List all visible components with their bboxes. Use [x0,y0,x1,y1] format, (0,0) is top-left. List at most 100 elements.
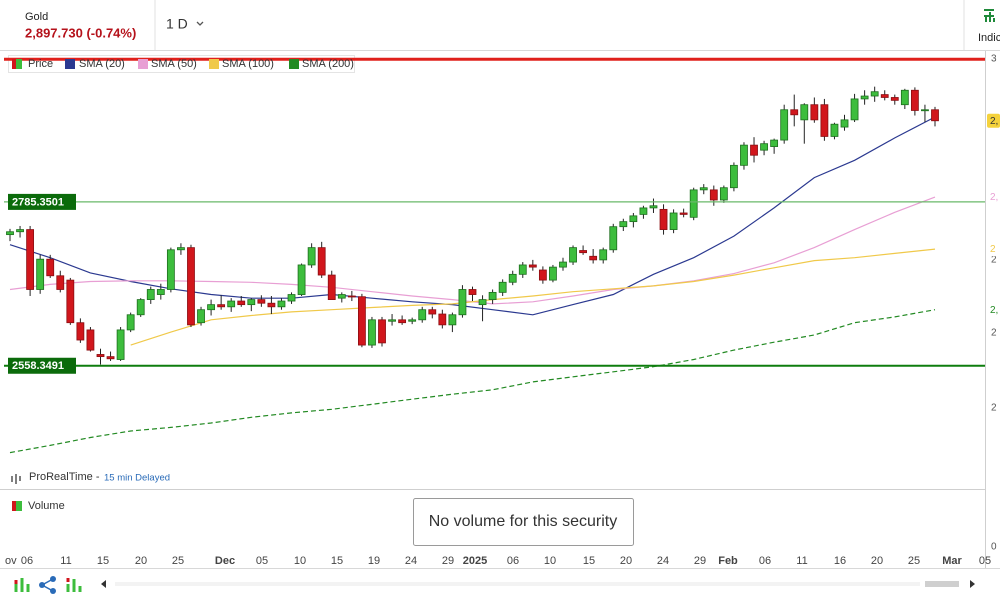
x-axis-label: 06 [759,555,771,567]
x-axis-label: 2025 [463,555,487,567]
volume-title: Volume [28,500,65,512]
candle-body [26,229,35,290]
legend-swatch [65,59,75,69]
interval[interactable]: 1 D [166,16,188,32]
x-axis-label: 15 [97,555,109,567]
candle-body [629,215,638,223]
candle-body [136,299,145,316]
candle-body [418,309,427,321]
candle-body [327,274,336,300]
candle-body [569,247,577,263]
x-axis-label: Dec [215,555,235,567]
candle-body [106,356,115,360]
candle-body [438,313,447,326]
candle-body [719,187,728,201]
candle-body [6,231,14,236]
instrument: Gold [25,11,48,23]
price-tag-box [987,242,1000,257]
x-axis-label: 11 [60,555,71,567]
candle-body [830,123,839,137]
candle-body [16,229,24,233]
candle-body [267,302,276,308]
candle-body [931,109,939,122]
x-axis-label: 10 [294,555,306,567]
legend-swatch [289,59,299,69]
scroll-left[interactable] [101,580,106,588]
x-axis-label: 06 [21,555,33,567]
x-axis-label: 10 [544,555,556,567]
candle-body [619,221,628,228]
scroll-track[interactable] [115,582,920,586]
price-tag: 2 [990,244,996,255]
x-axis-label: 29 [694,555,706,567]
x-axis-label: 15 [583,555,595,567]
candle-body [921,109,929,112]
price-tag: 2, [990,305,998,316]
candle-body [820,104,829,137]
candle-body [217,304,226,308]
candle-body [368,319,376,346]
legend-swatch [138,59,148,69]
message: No volume for this security [429,513,618,530]
candle-body [760,143,768,151]
x-axis-label: 24 [405,555,417,567]
source-icon [11,474,21,484]
candle-body [408,319,417,322]
candle-body [649,205,658,209]
scroll-right[interactable] [970,580,975,588]
x-axis-label: Mar [942,555,962,567]
candle-body [247,299,256,306]
candle-body [116,329,125,360]
candle-body [880,94,889,98]
level-label: 2785.3501 [12,196,64,208]
scroll-thumb[interactable] [925,581,959,587]
price-tag-box [987,113,1000,128]
candle-body [458,289,467,316]
candle-body [498,281,507,293]
x-axis-label: Feb [718,555,738,567]
candle-body [890,97,899,101]
candle-body [166,249,175,290]
price-tag: 2, [990,192,998,203]
candle-body [800,104,809,121]
dropdown-arrow[interactable] [196,21,204,26]
candle-body [478,299,487,306]
x-axis-label: 20 [620,555,632,567]
legend-label: SMA (50) [151,58,197,70]
candle-body [156,289,165,295]
plot-area [6,86,939,454]
candle-body [36,258,45,290]
candle-body [187,247,195,326]
share-link[interactable] [41,578,54,592]
candle-body [227,300,236,308]
share-icon[interactable] [39,576,56,594]
sma-line [130,248,936,346]
message-box [413,498,634,546]
candle-body [297,264,306,295]
volume-swatch [12,501,16,511]
candle-body [810,104,819,121]
indicator-icon[interactable] [66,579,82,592]
candle-body [378,319,386,344]
indicators-button[interactable]: Indic [978,32,1000,44]
candle-body [699,187,708,191]
candle-body [508,273,517,283]
candle-body [609,226,618,251]
candle-body [589,255,598,261]
candle-body [730,164,738,189]
candle-body [46,258,55,277]
indicators-icon[interactable] [984,9,995,22]
candle-body [679,212,688,215]
candle-body [599,249,608,261]
candle-body [398,319,407,324]
sma-line [9,116,936,316]
candle-body [468,289,477,295]
legend-label: SMA (20) [79,58,125,70]
x-axis-label: 06 [507,555,519,567]
candle-body [850,98,859,121]
price-axis-label: 2 [991,255,997,266]
level-label-box [8,193,76,210]
x-axis-label: 24 [657,555,669,567]
candle-body [488,291,497,300]
